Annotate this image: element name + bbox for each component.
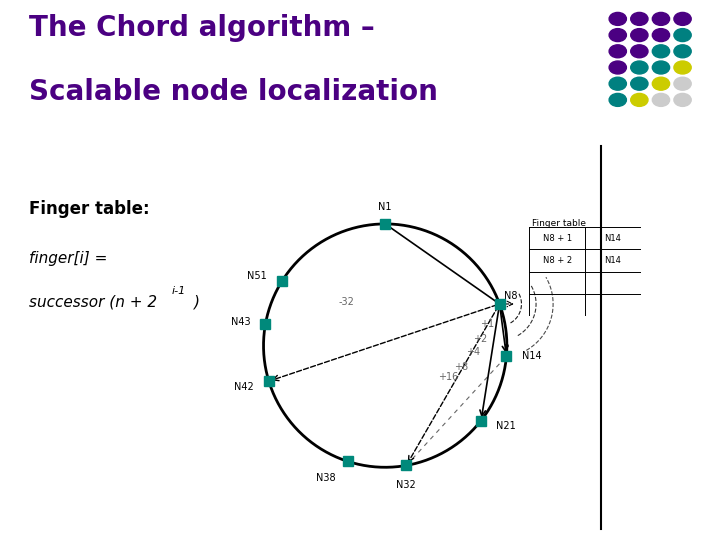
Text: N14: N14 xyxy=(605,234,621,242)
Text: -32: -32 xyxy=(339,296,355,307)
Text: N8 + 1: N8 + 1 xyxy=(543,234,572,242)
Text: The Chord algorithm –: The Chord algorithm – xyxy=(29,14,374,42)
Text: +4: +4 xyxy=(466,347,480,357)
Text: i-1: i-1 xyxy=(171,286,186,296)
Text: N38: N38 xyxy=(315,473,336,483)
Text: N14: N14 xyxy=(521,351,541,361)
Text: N8 + 2: N8 + 2 xyxy=(543,256,572,265)
Text: N51: N51 xyxy=(247,271,267,281)
Text: N43: N43 xyxy=(230,316,250,327)
Text: Finger table:: Finger table: xyxy=(29,200,150,218)
Text: N14: N14 xyxy=(605,256,621,265)
Text: Finger table: Finger table xyxy=(532,219,586,228)
Text: N42: N42 xyxy=(234,382,253,392)
Text: N32: N32 xyxy=(397,480,416,490)
Text: successor (n + 2: successor (n + 2 xyxy=(29,294,157,309)
Text: finger[i] =: finger[i] = xyxy=(29,251,107,266)
Text: N8: N8 xyxy=(504,291,518,301)
Text: +8: +8 xyxy=(454,362,468,373)
Text: +2: +2 xyxy=(473,334,487,344)
Text: Scalable node localization: Scalable node localization xyxy=(29,78,438,106)
Text: N1: N1 xyxy=(379,202,392,212)
Text: ): ) xyxy=(194,294,200,309)
Text: +1: +1 xyxy=(480,319,495,329)
Text: N21: N21 xyxy=(496,421,516,431)
Text: +16: +16 xyxy=(438,372,459,382)
